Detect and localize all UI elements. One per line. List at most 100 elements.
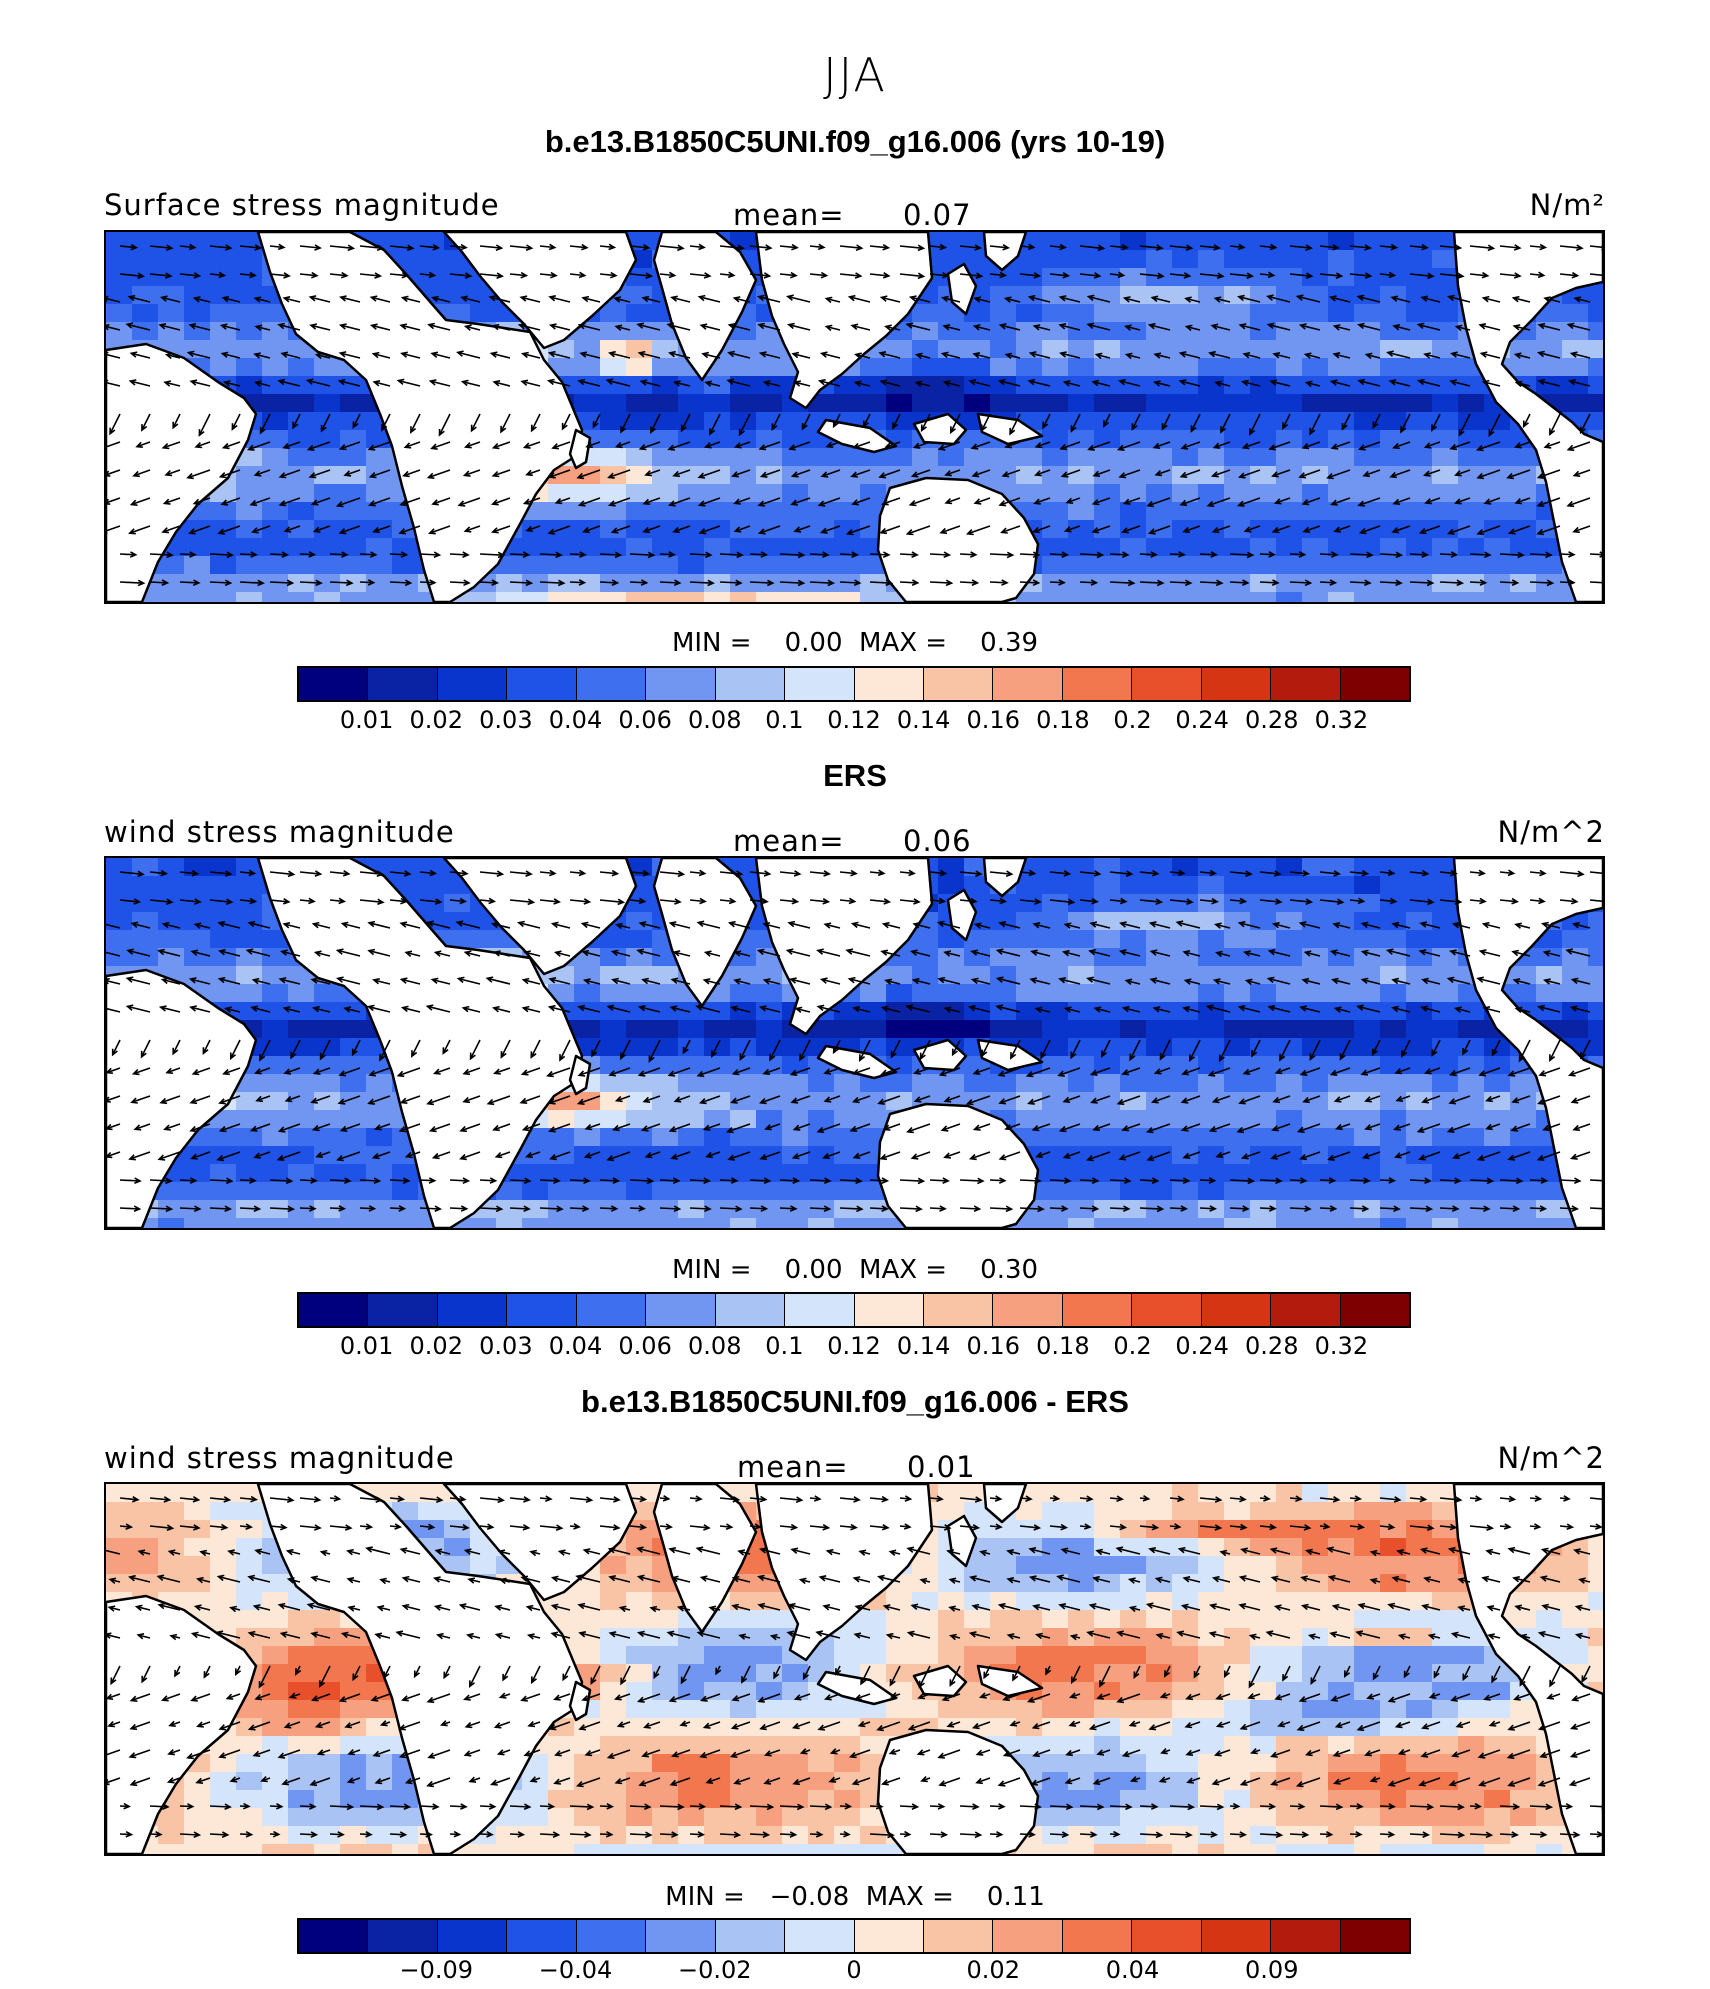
field-cell: [1198, 556, 1225, 575]
wind-arrow: [396, 378, 421, 387]
field-cell: [184, 1218, 211, 1228]
field-cell: [756, 1646, 783, 1665]
wind-arrow: [1032, 525, 1051, 534]
wind-arrow: [459, 1123, 481, 1133]
wind-arrow: [749, 1205, 769, 1212]
wind-arrow: [367, 948, 391, 957]
field-cell: [1068, 1074, 1095, 1093]
wind-arrow: [1139, 579, 1165, 587]
field-cell: [652, 1682, 679, 1701]
field-cell: [1406, 912, 1433, 931]
field-cell: [1016, 1502, 1043, 1521]
field-cell: [1146, 1056, 1173, 1075]
field-cell: [1016, 466, 1043, 485]
wind-arrow: [1361, 1151, 1381, 1160]
field-cell: [1406, 1538, 1433, 1557]
wind-arrow: [299, 1205, 317, 1212]
field-cell: [1302, 268, 1329, 287]
wind-arrow: [1319, 1177, 1337, 1184]
field-cell: [1068, 930, 1095, 949]
wind-arrow: [913, 1095, 931, 1103]
wind-arrow: [372, 525, 391, 534]
field-cell: [1120, 1074, 1147, 1093]
field-cell: [1068, 894, 1095, 913]
field-cell: [938, 1592, 965, 1611]
field-cell: [1432, 1520, 1459, 1539]
wind-arrow: [869, 579, 894, 587]
wind-arrow: [1570, 1095, 1591, 1104]
field-cell: [366, 1182, 393, 1201]
field-cell: [1198, 358, 1225, 377]
wind-arrow: [1237, 1004, 1261, 1013]
wind-arrow: [1266, 294, 1291, 303]
field-cell: [1458, 484, 1485, 503]
wind-arrow: [1333, 525, 1351, 533]
colorbar-tick-label: 0.12: [827, 706, 881, 734]
wind-arrow: [335, 497, 361, 508]
field-cell: [704, 1718, 731, 1737]
field-cell: [730, 1754, 757, 1773]
wind-arrow: [1349, 1205, 1370, 1212]
wind-arrow: [149, 898, 174, 905]
field-cell: [236, 1520, 263, 1539]
field-cell: [1302, 286, 1329, 305]
wind-arrow: [1150, 295, 1171, 303]
wind-arrow: [269, 579, 295, 587]
field-cell: [236, 1164, 263, 1183]
wind-arrow: [209, 271, 227, 279]
wind-arrow: [1565, 948, 1591, 957]
field-cell: [496, 574, 523, 593]
field-cell: [314, 1092, 341, 1111]
field-cell: [704, 1700, 731, 1719]
wind-arrow: [1529, 243, 1548, 251]
colorbar-box: [507, 1294, 577, 1326]
field-cell: [1198, 376, 1225, 395]
field-cell: [1224, 1200, 1251, 1219]
wind-arrow: [190, 1151, 211, 1160]
field-cell: [1354, 1020, 1381, 1039]
wind-arrow: [277, 322, 301, 331]
field-cell: [1276, 232, 1303, 251]
field-cell: [1068, 448, 1095, 467]
field-cell: [574, 966, 601, 985]
wind-arrow: [989, 897, 1008, 905]
field-cell: [574, 520, 601, 539]
wind-arrow: [612, 1123, 631, 1132]
field-cell: [236, 1628, 263, 1647]
wind-arrow: [824, 324, 841, 332]
field-cell: [730, 1038, 757, 1057]
field-cell: [1198, 304, 1225, 323]
field-cell: [314, 358, 341, 377]
wind-arrow: [817, 497, 841, 507]
field-cell: [1250, 1502, 1277, 1521]
wind-arrow: [779, 1205, 798, 1212]
wind-arrow: [817, 378, 841, 387]
field-cell: [1146, 1556, 1173, 1575]
field-cell: [314, 1772, 341, 1791]
colorbar-tick-label: 0.24: [1175, 706, 1229, 734]
field-cell: [1068, 394, 1095, 413]
wind-arrow: [759, 1151, 781, 1161]
field-cell: [340, 376, 367, 395]
wind-arrow: [1116, 1095, 1141, 1106]
wind-arrow: [605, 378, 631, 387]
field-cell: [1250, 894, 1277, 913]
colorbar-tick-label: 0.18: [1036, 706, 1090, 734]
wind-arrow: [1512, 324, 1531, 331]
field-cell: [1276, 484, 1303, 503]
field-cell: [1016, 340, 1043, 359]
field-cell: [340, 1074, 367, 1093]
landmass: [976, 1038, 1044, 1072]
wind-arrow: [338, 441, 361, 451]
field-cell: [1458, 466, 1485, 485]
wind-arrow: [1439, 244, 1463, 251]
field-cell: [262, 1772, 289, 1791]
field-cell: [1276, 1074, 1303, 1093]
colorbar-box: [507, 668, 577, 700]
wind-arrow: [106, 1095, 121, 1103]
field-cell: [1276, 894, 1303, 913]
wind-arrow: [282, 441, 301, 450]
wind-arrow: [290, 1039, 301, 1060]
field-cell: [366, 1164, 393, 1183]
field-cell: [522, 520, 549, 539]
